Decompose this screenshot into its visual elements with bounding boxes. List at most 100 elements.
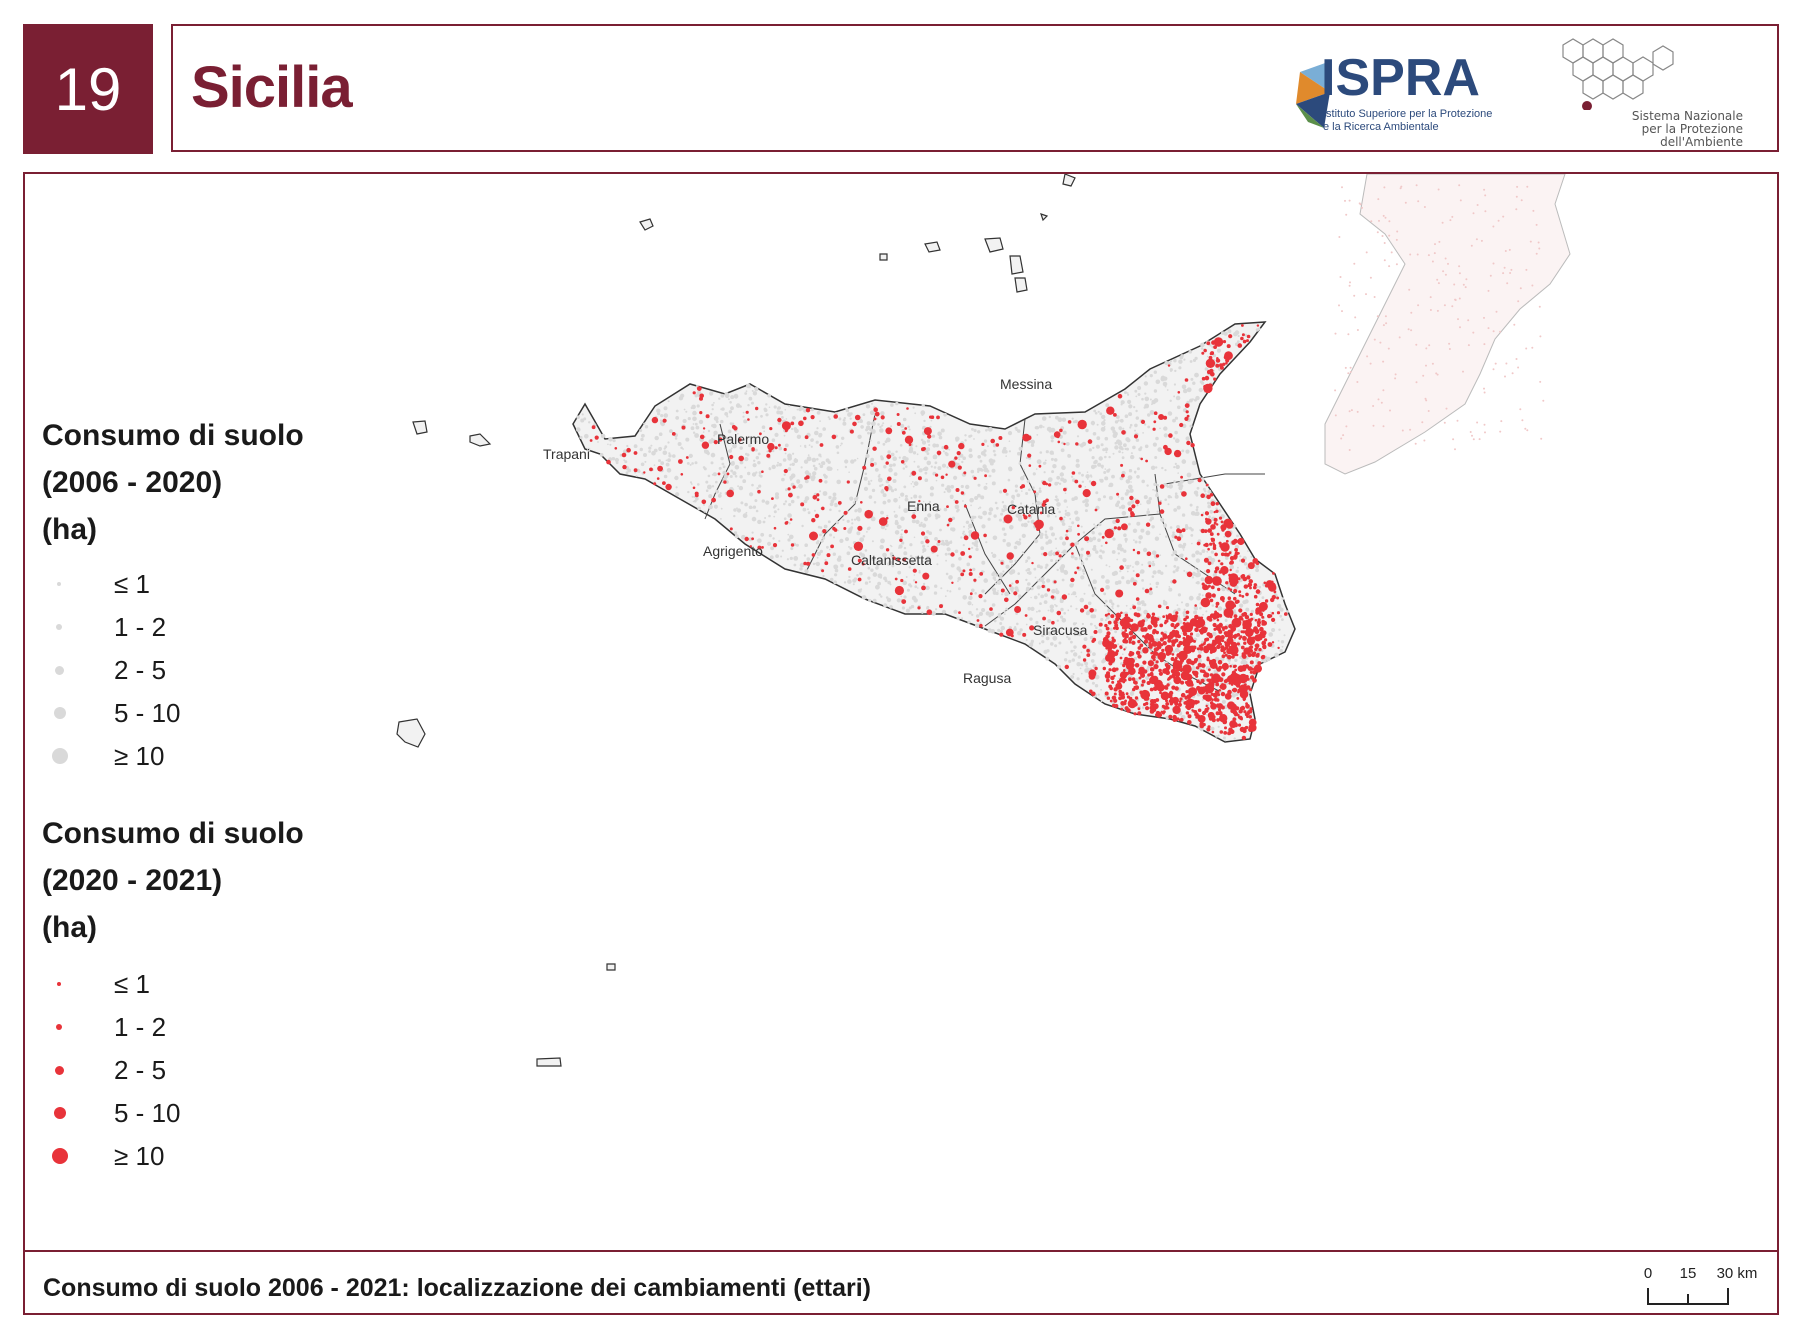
consumo-dot	[1181, 459, 1187, 464]
consumo-dot	[1390, 251, 1393, 254]
consumo-dot	[1221, 639, 1225, 643]
consumo-dot	[963, 504, 967, 508]
consumo-dot	[1196, 569, 1201, 573]
consumo-dot	[1185, 635, 1194, 644]
consumo-dot	[733, 508, 737, 512]
consumo-dot	[962, 569, 966, 573]
map-frame: Palermo Trapani Messina Agrigento Enna C…	[23, 172, 1779, 1315]
consumo-dot	[1200, 577, 1205, 582]
consumo-dot	[1234, 711, 1238, 715]
consumo-dot	[918, 571, 921, 574]
consumo-dot	[1080, 575, 1085, 580]
consumo-dot	[1140, 683, 1144, 687]
consumo-dot	[1150, 375, 1153, 378]
consumo-dot	[987, 426, 993, 432]
consumo-dot	[1068, 659, 1072, 663]
consumo-dot	[1175, 438, 1180, 444]
consumo-dot	[1116, 492, 1120, 496]
consumo-dot	[1147, 508, 1150, 511]
consumo-dot	[913, 536, 916, 539]
consumo-dot	[1038, 626, 1042, 630]
consumo-dot	[1155, 491, 1159, 495]
consumo-dot	[1212, 353, 1217, 358]
consumo-dot	[1112, 520, 1117, 524]
consumo-dot	[1038, 487, 1042, 490]
consumo-dot	[1186, 387, 1192, 393]
consumo-dot	[781, 549, 784, 552]
consumo-dot	[1227, 596, 1232, 600]
consumo-dot	[696, 386, 702, 391]
consumo-dot	[1133, 685, 1137, 690]
consumo-dot	[1137, 707, 1141, 711]
consumo-dot	[1258, 647, 1262, 652]
consumo-dot	[1227, 587, 1231, 590]
consumo-dot	[1350, 409, 1353, 412]
consumo-dot	[1225, 539, 1229, 543]
consumo-dot	[886, 514, 889, 517]
consumo-dot	[816, 411, 821, 415]
consumo-dot	[1245, 685, 1251, 690]
consumo-dot	[1174, 708, 1180, 713]
consumo-dot	[1217, 676, 1221, 681]
consumo-dot	[748, 396, 753, 401]
consumo-dot	[1253, 585, 1257, 590]
consumo-dot	[1006, 542, 1011, 547]
consumo-dot	[848, 545, 850, 548]
consumo-dot	[940, 475, 945, 480]
consumo-dot	[1121, 631, 1126, 636]
consumo-dot	[1069, 518, 1072, 520]
consumo-dot	[856, 531, 861, 536]
consumo-dot	[1165, 702, 1170, 706]
consumo-dot	[1118, 696, 1122, 701]
sicily-map[interactable]: Palermo Trapani Messina Agrigento Enna C…	[25, 174, 1777, 1250]
consumo-dot	[1212, 619, 1215, 622]
consumo-dot	[875, 566, 879, 570]
consumo-dot	[1152, 628, 1157, 634]
consumo-dot	[1025, 456, 1028, 459]
consumo-dot	[1509, 272, 1512, 274]
consumo-dot	[1020, 502, 1023, 505]
consumo-dot	[1015, 513, 1020, 518]
consumo-dot	[658, 432, 663, 437]
consumo-dot	[719, 492, 722, 495]
consumo-dot	[1192, 670, 1199, 677]
province-label-trapani: Trapani	[543, 446, 590, 462]
consumo-dot	[718, 437, 723, 442]
consumo-dot	[1014, 489, 1018, 493]
consumo-dot	[1225, 600, 1236, 611]
consumo-dot	[1134, 472, 1136, 474]
consumo-dot	[1058, 510, 1061, 514]
consumo-dot	[898, 456, 901, 459]
consumo-dot	[1221, 672, 1226, 677]
consumo-dot	[1338, 236, 1341, 238]
consumo-dot	[662, 450, 668, 456]
consumo-dot	[1124, 646, 1128, 649]
consumo-dot	[1210, 585, 1215, 590]
consumo-dot	[1483, 343, 1486, 346]
consumo-dot	[788, 405, 791, 408]
consumo-dot	[1249, 660, 1254, 665]
consumo-dot	[892, 456, 897, 462]
consumo-dot	[998, 436, 1003, 440]
consumo-dot	[1180, 680, 1185, 685]
consumo-dot	[768, 514, 771, 518]
consumo-dot	[1443, 421, 1446, 424]
consumo-dot	[950, 484, 955, 489]
consumo-dot	[912, 568, 917, 573]
consumo-dot	[761, 546, 764, 549]
consumo-dot	[1149, 583, 1152, 585]
consumo-dot	[1191, 709, 1194, 712]
consumo-dot	[1130, 710, 1133, 713]
consumo-dot	[955, 488, 960, 492]
consumo-dot	[1206, 550, 1209, 553]
consumo-dot	[1041, 416, 1047, 421]
consumo-dot	[1476, 421, 1479, 424]
consumo-dot	[1176, 643, 1181, 648]
consumo-dot	[1078, 471, 1081, 475]
consumo-dot	[872, 572, 878, 577]
consumo-dot	[852, 501, 856, 504]
consumo-dot	[752, 463, 757, 468]
consumo-dot	[824, 561, 829, 566]
consumo-dot	[1117, 496, 1120, 498]
consumo-dot	[1160, 632, 1164, 635]
